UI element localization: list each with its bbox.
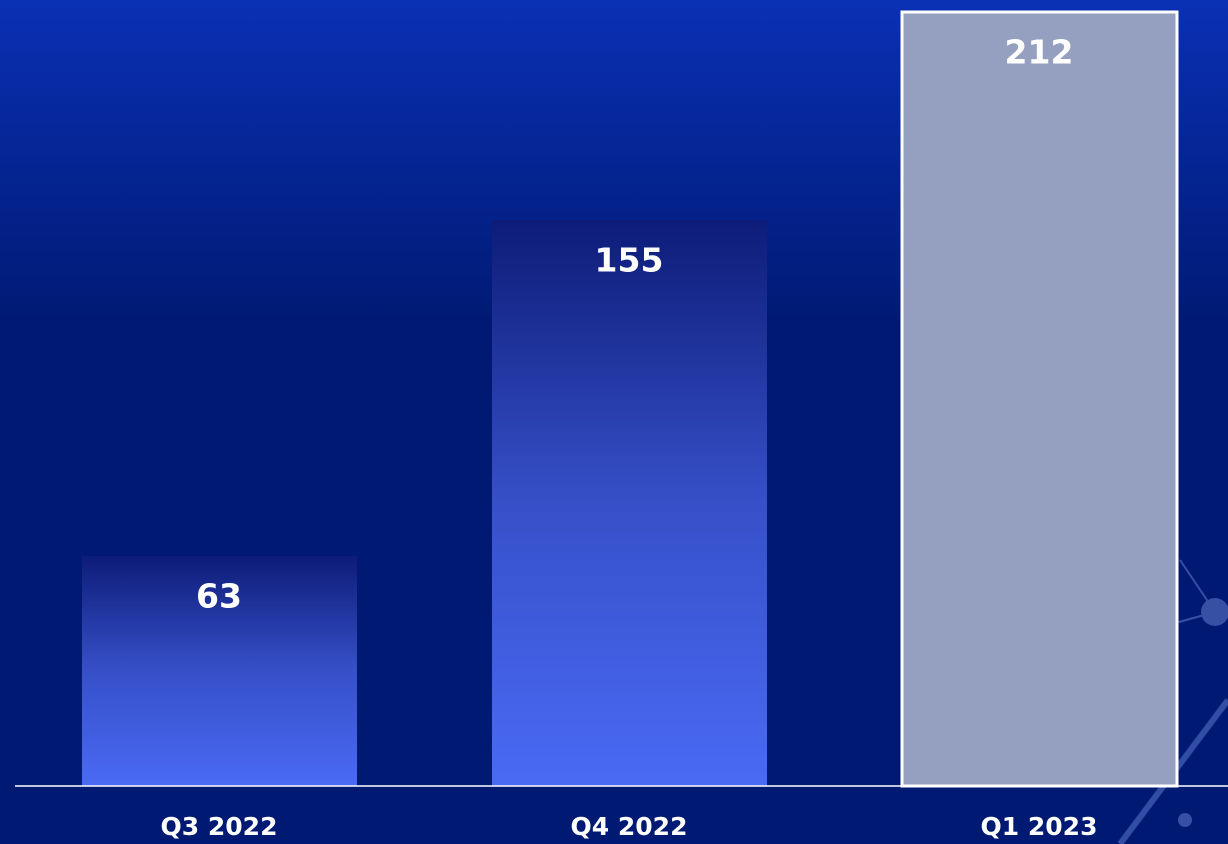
value-label: 155 bbox=[595, 241, 664, 280]
x-tick-label: Q3 2022 bbox=[161, 812, 278, 841]
bar bbox=[492, 220, 767, 787]
x-tick-label: Q1 2023 bbox=[981, 812, 1098, 841]
bar bbox=[900, 10, 1179, 788]
value-label: 212 bbox=[1005, 33, 1074, 72]
bar bbox=[82, 555, 357, 786]
value-label: 63 bbox=[196, 576, 242, 615]
x-tick-label: Q4 2022 bbox=[571, 812, 688, 841]
